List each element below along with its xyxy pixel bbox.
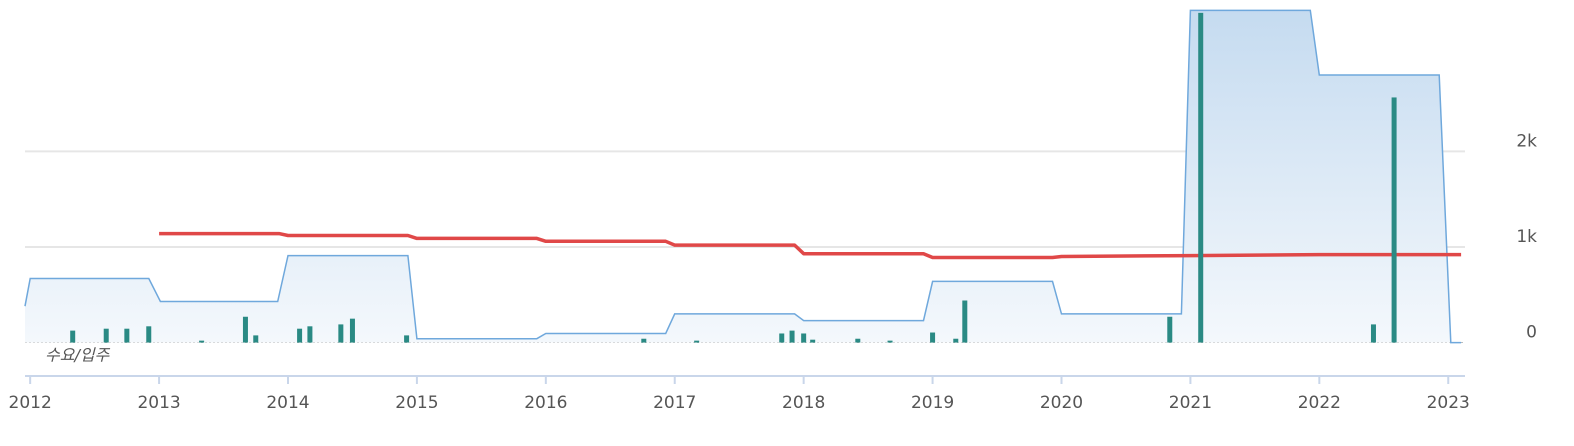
x-tick-label: 2014 <box>266 393 309 413</box>
bar <box>253 335 259 343</box>
bar <box>887 340 893 343</box>
bar <box>1370 324 1376 343</box>
x-tick-label: 2022 <box>1298 393 1341 413</box>
x-tick-label: 2015 <box>395 393 438 413</box>
x-tick-label: 2020 <box>1040 393 1083 413</box>
bar <box>404 335 410 343</box>
bar <box>1198 12 1204 343</box>
bar <box>124 328 130 343</box>
bar <box>1391 97 1397 343</box>
x-tick-label: 2021 <box>1169 393 1212 413</box>
x-tick-label: 2016 <box>524 393 567 413</box>
bar <box>1167 316 1173 343</box>
y-tick-label: 0 <box>1526 323 1537 343</box>
x-tick-label: 2018 <box>782 393 825 413</box>
bar <box>146 326 152 343</box>
bar <box>855 338 861 343</box>
bar <box>801 333 807 343</box>
bar <box>242 316 248 343</box>
x-tick-label: 2017 <box>653 393 696 413</box>
bar <box>338 324 344 343</box>
bar <box>789 330 795 343</box>
x-tick-label: 2023 <box>1427 393 1470 413</box>
annotation: 수요/입주 <box>45 346 111 365</box>
bar <box>641 338 647 343</box>
area-line <box>24 9 1462 344</box>
x-tick-label: 2019 <box>911 393 954 413</box>
bar <box>953 338 959 343</box>
y-tick-label: 1k <box>1516 227 1537 247</box>
x-tick-label: 2013 <box>137 393 180 413</box>
bar <box>349 318 355 343</box>
bar <box>930 332 936 343</box>
x-tick-label: 2012 <box>9 393 52 413</box>
bar <box>779 333 785 343</box>
bar <box>307 326 313 343</box>
bar <box>962 300 968 343</box>
bar <box>103 328 109 343</box>
bar <box>810 339 816 343</box>
bar <box>70 330 76 343</box>
bar <box>694 340 700 343</box>
area-fill <box>25 10 1462 343</box>
y-tick-label: 2k <box>1516 131 1537 151</box>
bar <box>297 328 303 343</box>
line <box>159 231 1462 260</box>
bar <box>199 340 205 343</box>
